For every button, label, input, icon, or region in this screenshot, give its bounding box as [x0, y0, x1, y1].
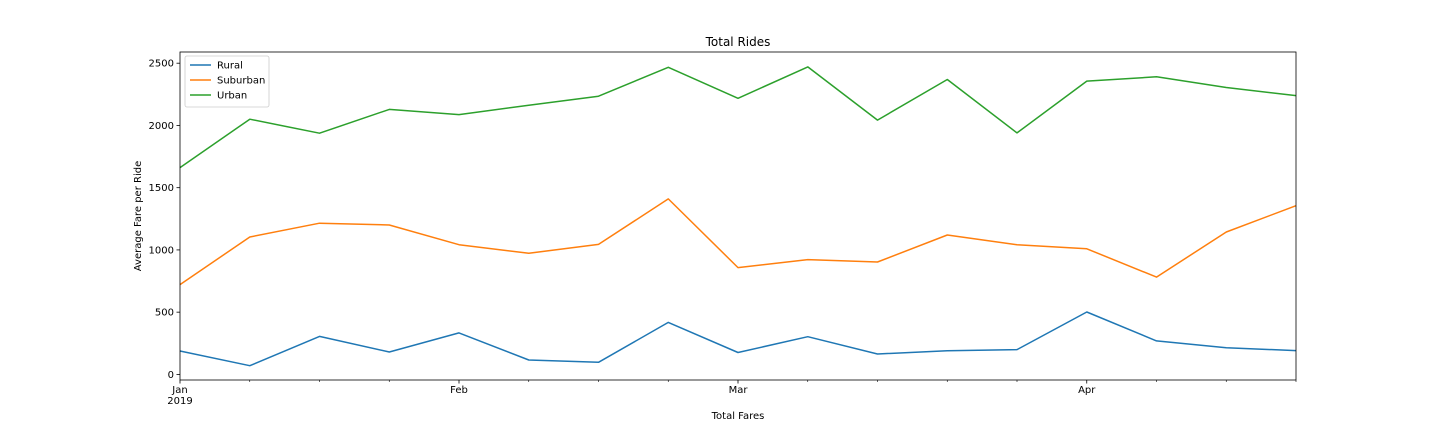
series-line-suburban — [179, 198, 1297, 286]
plot-area — [179, 66, 1297, 367]
x-tick-label: Apr — [1078, 385, 1096, 396]
legend-label-rural: Rural — [217, 61, 243, 72]
y-tick-label: 0 — [168, 370, 174, 381]
legend-label-suburban: Suburban — [217, 76, 265, 87]
x-tick-sublabel: 2019 — [167, 396, 192, 407]
y-tick-label: 1000 — [149, 245, 174, 256]
chart-title: Total Rides — [705, 35, 771, 49]
plot-frame — [179, 51, 1297, 381]
legend: Rural Suburban Urban — [184, 55, 270, 108]
series-line-rural — [179, 311, 1297, 367]
x-tick-label: Jan — [171, 385, 187, 396]
y-axis-label: Average Fare per Ride — [133, 161, 144, 271]
series-line-urban — [179, 66, 1297, 169]
y-tick-label: 1500 — [149, 183, 174, 194]
y-tick-label: 2500 — [149, 59, 174, 70]
y-tick-label: 2000 — [149, 121, 174, 132]
legend-label-urban: Urban — [217, 91, 247, 102]
x-tick-label: Feb — [450, 385, 468, 396]
y-tick-label: 500 — [155, 308, 174, 319]
x-tick-label: Mar — [729, 385, 749, 396]
x-axis-label: Total Fares — [711, 411, 765, 422]
